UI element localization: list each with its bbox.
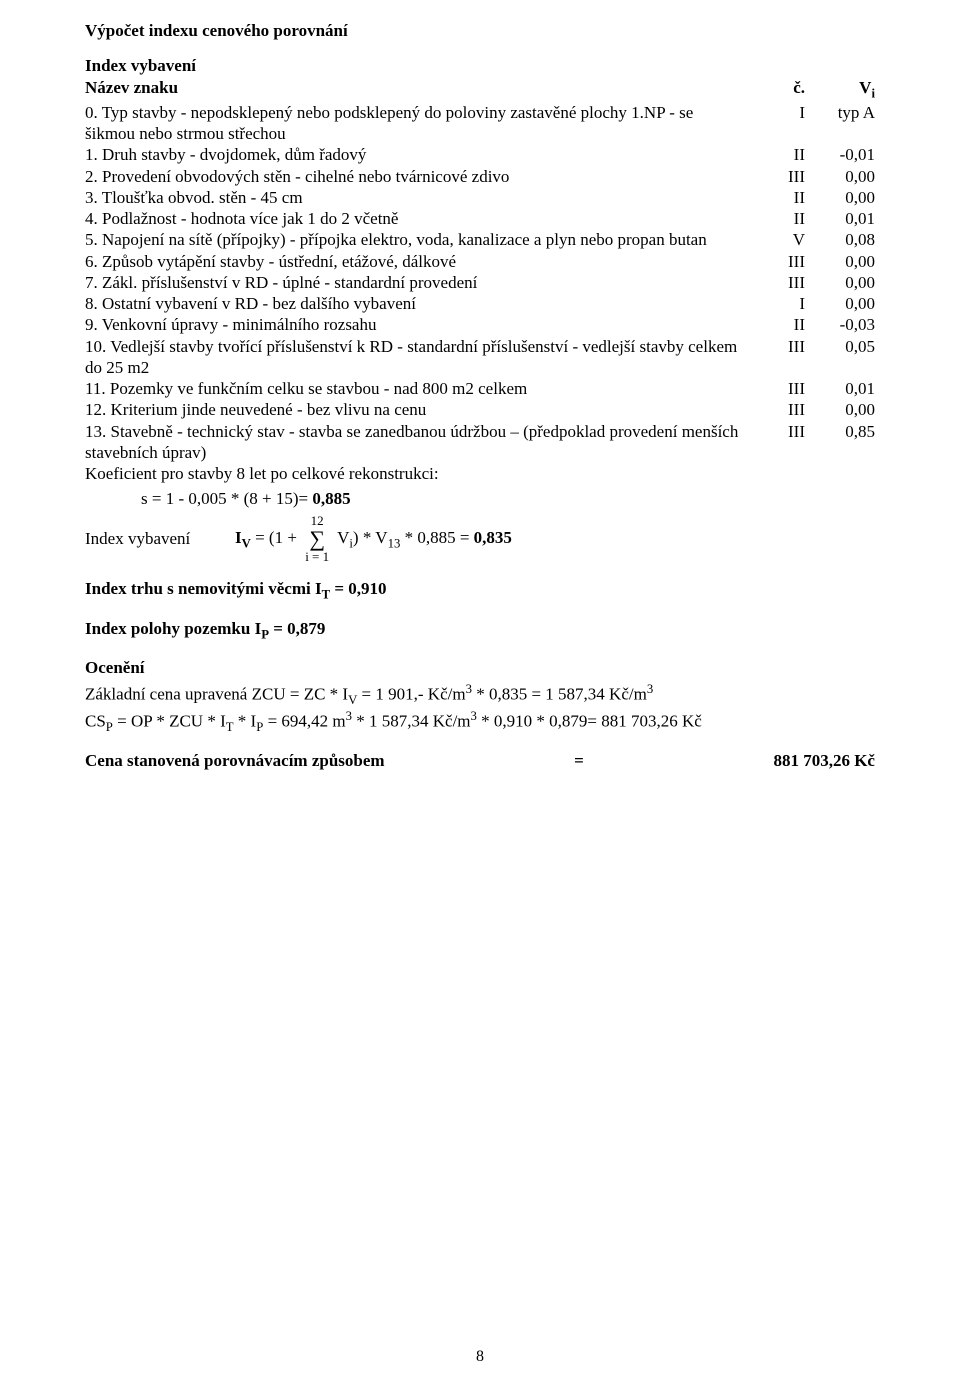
row-class: II xyxy=(745,187,805,208)
ocen-label: Ocenění xyxy=(85,657,875,678)
row-class: III xyxy=(745,378,805,399)
it-line: Index trhu s nemovitými věcmi IT = 0,910 xyxy=(85,578,875,603)
row-value: 0,00 xyxy=(805,166,875,187)
row-text: 8. Ostatní vybavení v RD - bez dalšího v… xyxy=(85,293,745,314)
page: Výpočet indexu cenového porovnání Index … xyxy=(0,0,960,1385)
final-label: Cena stanovená porovnávacím způsobem xyxy=(85,750,385,771)
table-header-row: Název znaku č. Vi xyxy=(85,77,875,102)
row-class: III xyxy=(745,421,805,464)
table-row: 9. Venkovní úpravy - minimálního rozsahu… xyxy=(85,314,875,335)
row-text: 10. Vedlejší stavby tvořící příslušenstv… xyxy=(85,336,745,379)
final-val: 881 703,26 Kč xyxy=(773,750,875,771)
row-value: 0,01 xyxy=(805,378,875,399)
ip-val: 0,879 xyxy=(287,619,325,638)
row-class: V xyxy=(745,229,805,250)
row-class: II xyxy=(745,208,805,229)
table-row: 12. Kriterium jinde neuvedené - bez vliv… xyxy=(85,399,875,420)
row-value: 0,00 xyxy=(805,272,875,293)
row-text: 5. Napojení na sítě (přípojky) - přípojk… xyxy=(85,229,745,250)
table-row: 8. Ostatní vybavení v RD - bez dalšího v… xyxy=(85,293,875,314)
row-class: III xyxy=(745,336,805,379)
row-text: 9. Venkovní úpravy - minimálního rozsahu xyxy=(85,314,745,335)
row-value: 0,00 xyxy=(805,293,875,314)
row-text: 0. Typ stavby - nepodsklepený nebo podsk… xyxy=(85,102,745,145)
table-row: 4. Podlažnost - hodnota více jak 1 do 2 … xyxy=(85,208,875,229)
table-row: 13. Stavebně - technický stav - stavba s… xyxy=(85,421,875,464)
row-class: I xyxy=(745,102,805,145)
row-value: typ A xyxy=(805,102,875,145)
table-row: 3. Tloušťka obvod. stěn - 45 cmII0,00 xyxy=(85,187,875,208)
iv-formula-line: Index vybavení IV = (1 + 12 ∑ i = 1 Vi) … xyxy=(85,514,875,565)
row-text: 6. Způsob vytápění stavby - ústřední, et… xyxy=(85,251,745,272)
koef-formula-val: 0,885 xyxy=(312,489,350,508)
row-value: -0,03 xyxy=(805,314,875,335)
page-number: 8 xyxy=(0,1347,960,1367)
table-row: 6. Způsob vytápění stavby - ústřední, et… xyxy=(85,251,875,272)
row-value: -0,01 xyxy=(805,144,875,165)
row-text: 7. Zákl. příslušenství v RD - úplné - st… xyxy=(85,272,745,293)
row-class: III xyxy=(745,272,805,293)
row-text: 11. Pozemky ve funkčním celku se stavbou… xyxy=(85,378,745,399)
table-row: 2. Provedení obvodových stěn - cihelné n… xyxy=(85,166,875,187)
iv-label: Index vybavení xyxy=(85,528,235,549)
sum-symbol: 12 ∑ i = 1 xyxy=(305,514,329,565)
row-class: III xyxy=(745,166,805,187)
it-val: 0,910 xyxy=(348,579,386,598)
row-text: 4. Podlažnost - hodnota více jak 1 do 2 … xyxy=(85,208,745,229)
col-v-header: Vi xyxy=(805,77,875,102)
row-class: III xyxy=(745,399,805,420)
attributes-table: Název znaku č. Vi 0. Typ stavby - nepods… xyxy=(85,77,875,464)
row-value: 0,85 xyxy=(805,421,875,464)
ocen-line-1: Základní cena upravená ZCU = ZC * IV = 1… xyxy=(85,682,875,709)
ip-line: Index polohy pozemku IP = 0,879 xyxy=(85,618,875,643)
row-text: 3. Tloušťka obvod. stěn - 45 cm xyxy=(85,187,745,208)
row-value: 0,05 xyxy=(805,336,875,379)
col-name-header: Název znaku xyxy=(85,77,745,102)
table-row: 5. Napojení na sítě (přípojky) - přípojk… xyxy=(85,229,875,250)
table-row: 0. Typ stavby - nepodsklepený nebo podsk… xyxy=(85,102,875,145)
doc-title: Výpočet indexu cenového porovnání xyxy=(85,20,875,41)
table-row: 1. Druh stavby - dvojdomek, dům řadovýII… xyxy=(85,144,875,165)
row-value: 0,00 xyxy=(805,187,875,208)
row-value: 0,08 xyxy=(805,229,875,250)
koef-formula-pre: s = 1 - 0,005 * (8 + 15)= xyxy=(141,489,312,508)
row-class: II xyxy=(745,144,805,165)
row-class: II xyxy=(745,314,805,335)
row-value: 0,01 xyxy=(805,208,875,229)
sigma-icon: ∑ xyxy=(309,528,325,550)
ocen-line-2: CSP = OP * ZCU * IT * IP = 694,42 m3 * 1… xyxy=(85,709,875,736)
table-row: 10. Vedlejší stavby tvořící příslušenstv… xyxy=(85,336,875,379)
table-row: 11. Pozemky ve funkčním celku se stavbou… xyxy=(85,378,875,399)
final-line: Cena stanovená porovnávacím způsobem = 8… xyxy=(85,750,875,771)
row-text: 1. Druh stavby - dvojdomek, dům řadový xyxy=(85,144,745,165)
iv-formula: IV = (1 + 12 ∑ i = 1 Vi) * V13 * 0,885 =… xyxy=(235,514,512,565)
ocen-lines: Základní cena upravená ZCU = ZC * IV = 1… xyxy=(85,682,875,736)
iv-val: 0,835 xyxy=(474,528,512,547)
row-value: 0,00 xyxy=(805,251,875,272)
row-class: III xyxy=(745,251,805,272)
row-text: 2. Provedení obvodových stěn - cihelné n… xyxy=(85,166,745,187)
row-text: 12. Kriterium jinde neuvedené - bez vliv… xyxy=(85,399,745,420)
sum-bot: i = 1 xyxy=(305,550,329,564)
table-row: 7. Zákl. příslušenství v RD - úplné - st… xyxy=(85,272,875,293)
row-text: 13. Stavebně - technický stav - stavba s… xyxy=(85,421,745,464)
row-class: I xyxy=(745,293,805,314)
koef-label: Koeficient pro stavby 8 let po celkové r… xyxy=(85,463,875,484)
final-eq: = xyxy=(574,750,584,771)
section-label: Index vybavení xyxy=(85,55,875,76)
row-value: 0,00 xyxy=(805,399,875,420)
koef-formula: s = 1 - 0,005 * (8 + 15)= 0,885 xyxy=(85,488,875,509)
col-c-header: č. xyxy=(745,77,805,102)
